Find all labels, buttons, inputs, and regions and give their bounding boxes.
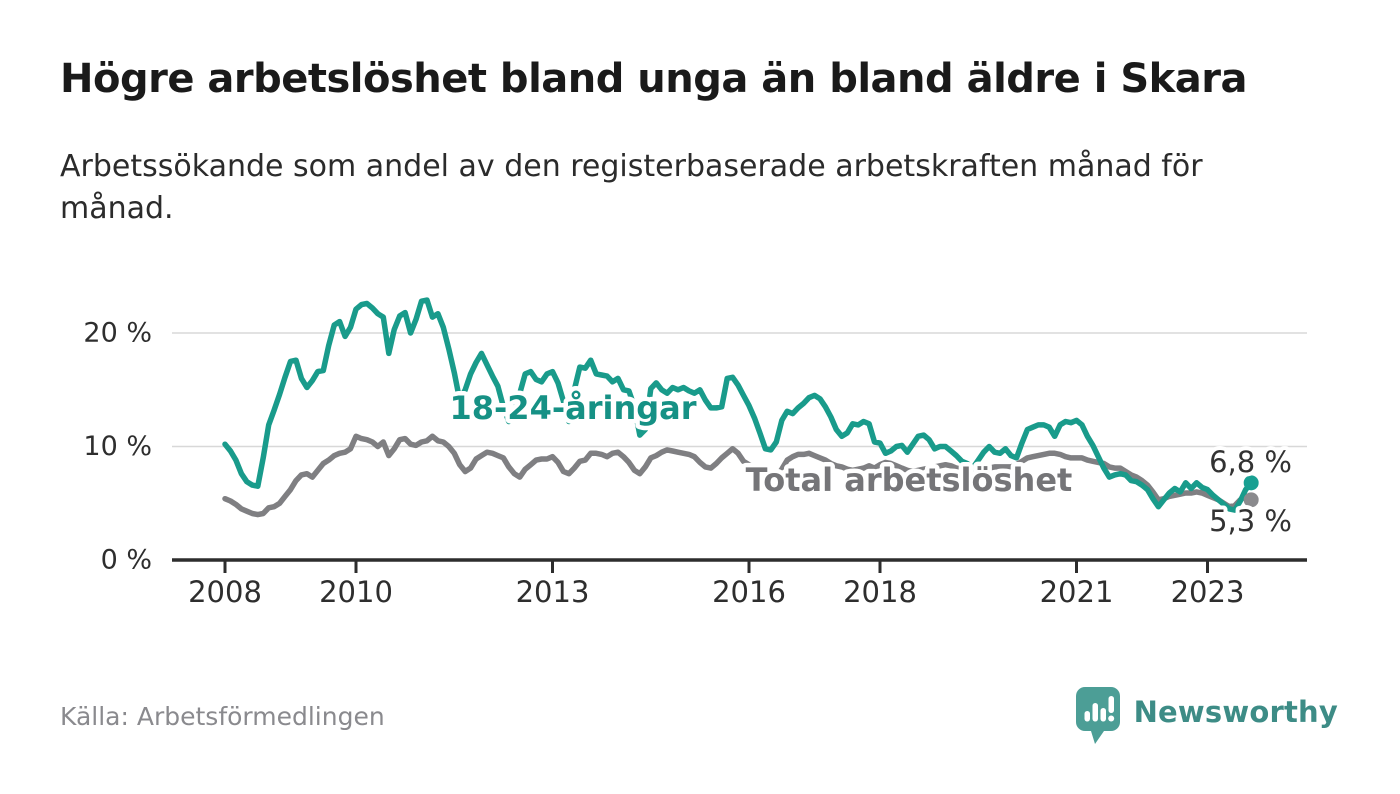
newsworthy-brand: Newsworthy [1075, 686, 1338, 744]
series-label-18-24-åringar: 18-24-åringar [449, 389, 696, 427]
chart-subtitle-line-1: Arbetssökande som andel av den registerb… [60, 149, 1203, 184]
y-axis-label-0: 0 % [101, 545, 152, 576]
x-axis-label-2010: 2010 [319, 575, 393, 609]
x-axis-label-2008: 2008 [188, 575, 262, 609]
series-label-Total arbetslöshet: Total arbetslöshet [746, 461, 1073, 499]
y-axis-label-10: 10 % [83, 431, 152, 462]
x-axis-label-2023: 2023 [1171, 575, 1245, 609]
chart-subtitle-line-2: månad. [60, 191, 174, 226]
chart-subtitle: Arbetssökande som andel av den registerb… [60, 146, 1320, 230]
series-end-dot-18-24-åringar [1243, 475, 1259, 491]
series-line-18-24-åringar [222, 297, 1254, 513]
series-end-dot-Total arbetslöshet [1243, 492, 1259, 508]
brand-name: Newsworthy [1133, 695, 1338, 729]
newsworthy-speech-bubble-bar-chart-icon [1075, 687, 1120, 744]
x-axis-label-2018: 2018 [843, 575, 917, 609]
x-axis-label-2013: 2013 [516, 575, 590, 609]
end-value-label-Total arbetslöshet: 5,3 % [1209, 504, 1292, 538]
chart-title: Högre arbetslöshet bland unga än bland ä… [60, 56, 1247, 102]
y-axis-label-20: 20 % [83, 318, 152, 349]
series-line-Total arbetslöshet [222, 433, 1254, 518]
end-value-label-18-24-åringar: 6,8 % [1209, 445, 1292, 479]
x-axis-label-2016: 2016 [712, 575, 786, 609]
source-text: Källa: Arbetsförmedlingen [60, 702, 385, 731]
x-axis-label-2021: 2021 [1040, 575, 1114, 609]
